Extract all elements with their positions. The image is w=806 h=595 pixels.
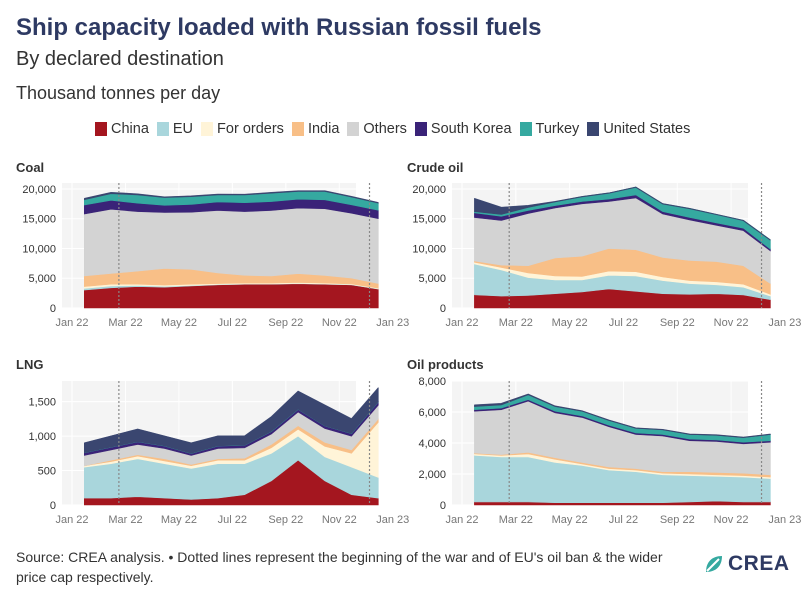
x-tick-label: May 22 (552, 514, 588, 526)
legend-item: For orders (201, 121, 284, 137)
legend-label: United States (603, 121, 691, 137)
y-tick-label: 15,000 (412, 214, 446, 226)
y-tick-label: 10,000 (22, 243, 56, 255)
x-tick-label: Jan 22 (55, 514, 88, 526)
x-tick-label: May 22 (161, 514, 197, 526)
x-tick-label: Mar 22 (108, 317, 142, 329)
x-tick-label: May 22 (552, 317, 588, 329)
legend-label: India (307, 121, 340, 137)
y-tick-label: 500 (38, 466, 56, 478)
x-tick-label: Jul 22 (218, 317, 247, 329)
page-title: Ship capacity loaded with Russian fossil… (16, 14, 542, 41)
x-tick-label: May 22 (161, 317, 197, 329)
legend-swatch (519, 122, 532, 136)
legend-swatch (347, 122, 360, 136)
legend-swatch (414, 122, 427, 136)
x-tick-label: Nov 22 (714, 514, 749, 526)
legend-item: Turkey (519, 121, 580, 137)
legend-label: China (111, 121, 149, 137)
y-tick-label: 6,000 (418, 407, 446, 419)
legend-label: Others (363, 121, 407, 137)
chart-title: Oil products (407, 357, 484, 372)
small-multiples-charts: Coal 0 5,000 10,000 15,000 20,000 Jan 22 Mar 22… (16, 160, 801, 526)
y-tick-label: 15,000 (22, 214, 56, 226)
x-tick-label: Jul 22 (218, 514, 247, 526)
x-tick-label: Sep 22 (660, 514, 695, 526)
legend-item: EU (156, 121, 194, 137)
legend-label: Turkey (535, 121, 580, 137)
x-tick-label: Jan 23 (376, 514, 409, 526)
x-tick-label: Mar 22 (499, 317, 533, 329)
y-tick-label: 1,500 (28, 397, 56, 409)
area-edge-line (84, 190, 379, 204)
legend: China EU For orders India Others South Korea T… (95, 121, 698, 137)
legend-label: South Korea (430, 121, 512, 137)
x-tick-label: Jul 22 (609, 514, 638, 526)
x-tick-label: Nov 22 (322, 317, 357, 329)
legend-swatch (201, 122, 214, 136)
unit-label: Thousand tonnes per day (16, 83, 221, 103)
x-tick-label: Mar 22 (499, 514, 533, 526)
area-edge-line (474, 186, 771, 241)
x-tick-label: Nov 22 (714, 317, 749, 329)
y-tick-label: 0 (440, 500, 446, 512)
legend-item: Others (347, 121, 407, 137)
x-tick-label: Jan 23 (376, 317, 409, 329)
legend-label: For orders (217, 121, 284, 137)
y-tick-label: 0 (440, 303, 446, 315)
page-subtitle: By declared destination (16, 48, 224, 70)
x-tick-label: Jan 22 (445, 514, 478, 526)
chart-panel: Oil products 0 2,000 4,000 6,000 8,000 Jan 22 M… (407, 357, 801, 526)
x-tick-label: Nov 22 (322, 514, 357, 526)
y-tick-label: 5,000 (418, 273, 446, 285)
x-tick-label: Sep 22 (660, 317, 695, 329)
x-tick-label: Jan 22 (445, 317, 478, 329)
chart-title: Coal (16, 160, 44, 175)
x-tick-label: Jan 23 (768, 514, 801, 526)
legend-swatch (587, 122, 600, 136)
area-edge-line (474, 393, 771, 438)
y-tick-label: 4,000 (418, 438, 446, 450)
chart-panel: Crude oil 0 5,000 10,000 15,000 20,000 Jan 22 M… (407, 160, 801, 329)
crea-logo: CREA (704, 552, 790, 576)
legend-item: China (95, 121, 149, 137)
x-tick-label: Mar 22 (108, 514, 142, 526)
legend-swatch (95, 122, 107, 136)
area-edge-line (84, 387, 379, 444)
chart-panel: LNG 0 500 1,000 1,500 Jan 22 Mar 22 May 22 Jul 2… (16, 357, 409, 526)
x-tick-label: Jul 22 (609, 317, 638, 329)
y-tick-label: 20,000 (22, 184, 56, 196)
chart-title: LNG (16, 357, 43, 372)
y-tick-label: 20,000 (412, 184, 446, 196)
x-tick-label: Sep 22 (268, 317, 303, 329)
y-tick-label: 0 (50, 303, 56, 315)
y-tick-label: 1,000 (28, 431, 56, 443)
crea-leaf-icon (706, 556, 722, 572)
y-tick-label: 5,000 (28, 273, 56, 285)
logo-text: CREA (728, 552, 790, 575)
legend-label: EU (172, 121, 194, 137)
y-tick-label: 8,000 (418, 376, 446, 388)
legend-item: United States (587, 121, 690, 137)
y-tick-label: 2,000 (418, 469, 446, 481)
x-tick-label: Jan 23 (768, 317, 801, 329)
y-tick-label: 0 (50, 500, 56, 512)
area-series-others (84, 207, 379, 284)
legend-item: South Korea (414, 121, 512, 137)
legend-swatch (156, 122, 169, 136)
chart-panel: Coal 0 5,000 10,000 15,000 20,000 Jan 22 Mar 22… (16, 160, 409, 329)
y-tick-label: 10,000 (412, 243, 446, 255)
legend-item: India (291, 121, 340, 137)
x-tick-label: Sep 22 (268, 514, 303, 526)
chart-title: Crude oil (407, 160, 463, 175)
source-note: Source: CREA analysis. • Dotted lines re… (16, 549, 663, 585)
legend-swatch (291, 122, 304, 136)
x-tick-label: Jan 22 (55, 317, 88, 329)
